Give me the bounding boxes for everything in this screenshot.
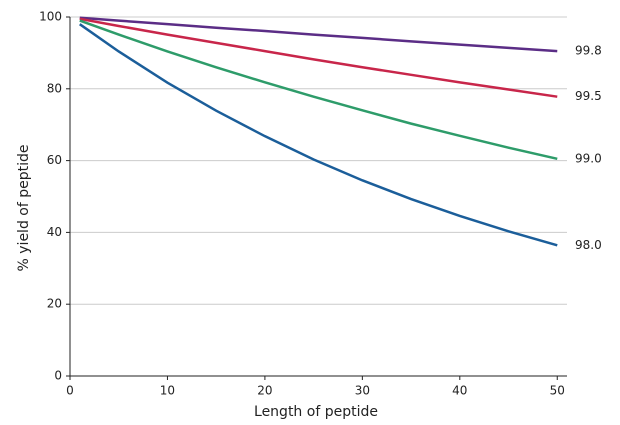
x-tick-label: 40 xyxy=(452,384,467,398)
series-label: 98.0 xyxy=(575,238,602,252)
y-tick-label: 40 xyxy=(47,225,62,239)
x-axis-title: Length of peptide xyxy=(254,404,378,420)
series-line xyxy=(79,16,558,53)
y-tick-label: 80 xyxy=(47,81,62,95)
series-label: 99.0 xyxy=(575,151,602,165)
y-tick-label: 20 xyxy=(47,297,62,311)
y-tick-label: 100 xyxy=(39,10,62,24)
y-axis-title: % yield of peptide xyxy=(16,145,32,272)
x-tick-label: 10 xyxy=(160,384,175,398)
x-tick-label: 0 xyxy=(66,384,74,398)
x-tick-label: 30 xyxy=(355,384,370,398)
series-label: 99.8 xyxy=(575,44,602,58)
series-label: 99.5 xyxy=(575,89,602,103)
x-tick-label: 20 xyxy=(257,384,272,398)
series-line xyxy=(79,23,558,247)
series-line xyxy=(79,19,558,161)
y-tick-label: 60 xyxy=(47,153,62,167)
series-line xyxy=(79,17,558,98)
x-tick-label: 50 xyxy=(550,384,565,398)
y-tick-label: 0 xyxy=(54,369,62,383)
